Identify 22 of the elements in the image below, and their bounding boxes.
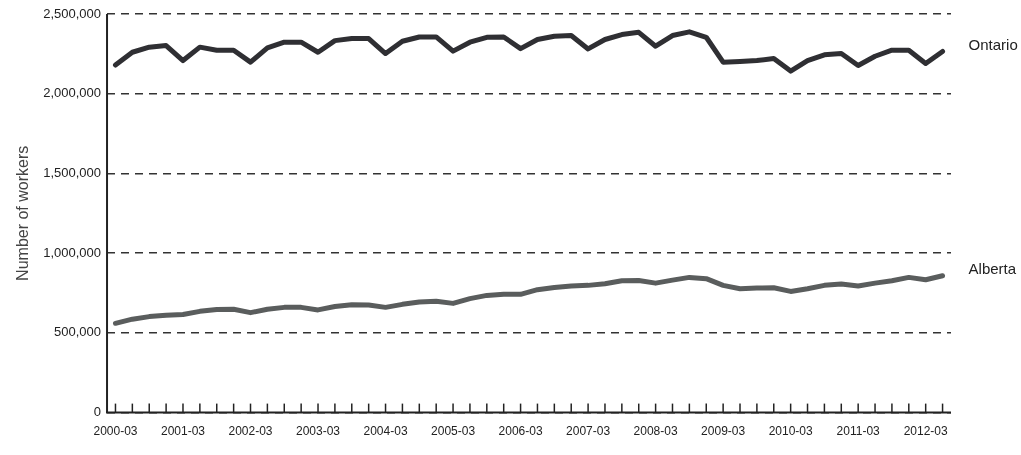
y-tick-label: 1,500,000 (43, 165, 102, 181)
x-tick-label: 2011-03 (836, 424, 881, 439)
series-label: Alberta (968, 259, 1017, 277)
y-tick-label: 0 (93, 404, 102, 420)
x-tick-label: 2000-03 (93, 424, 138, 439)
x-tick-label: 2002-03 (228, 424, 273, 439)
y-tick-label: 500,000 (54, 324, 102, 340)
y-tick-label: 2,000,000 (43, 85, 102, 101)
x-tick-label: 2005-03 (431, 424, 476, 439)
series-label: Ontario (968, 35, 1018, 53)
y-axis-title: Number of workers (14, 145, 32, 281)
x-tick-label: 2003-03 (296, 424, 341, 439)
x-tick-label: 2008-03 (633, 424, 678, 439)
x-tick-label: 2009-03 (701, 424, 746, 439)
y-tick-label: 1,000,000 (43, 244, 102, 260)
x-tick-label: 2001-03 (160, 424, 206, 439)
x-tick-label: 2006-03 (498, 424, 543, 439)
y-tick-label: 2,500,000 (43, 5, 102, 21)
x-tick-label: 2010-03 (768, 424, 813, 439)
x-tick-label: 2012-03 (903, 424, 949, 439)
x-tick-label: 2004-03 (363, 424, 408, 439)
x-tick-label: 2007-03 (566, 424, 611, 439)
